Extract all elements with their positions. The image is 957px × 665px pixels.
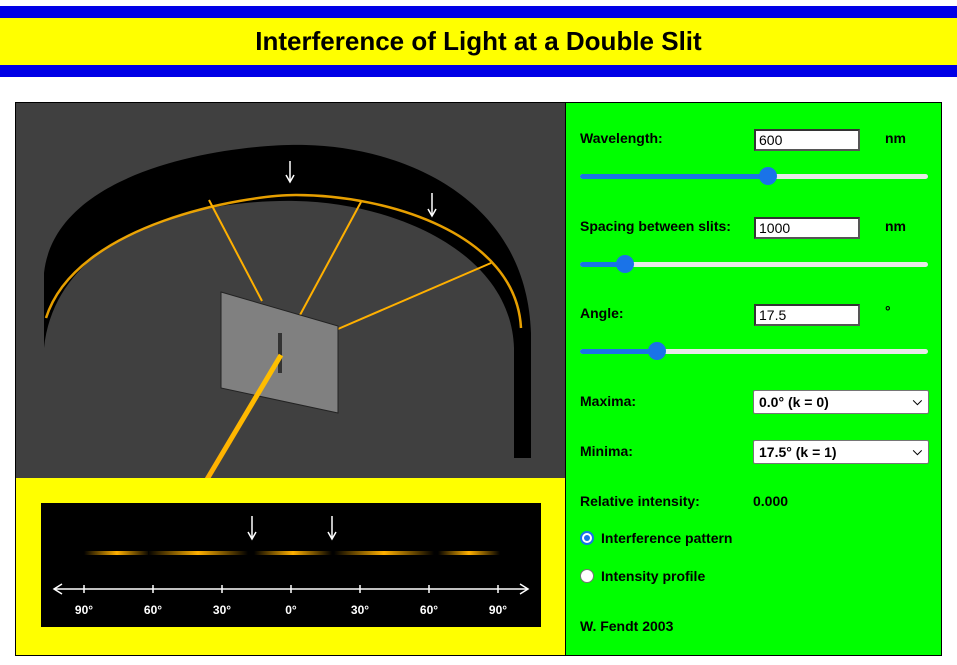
maxima-selected: 0.0° (k = 0) <box>759 394 829 410</box>
spacing-unit: nm <box>885 218 906 234</box>
radio-intensity-profile[interactable] <box>580 569 594 583</box>
marker-arrows-screen <box>285 161 437 218</box>
spacing-label: Spacing between slits: <box>580 218 731 234</box>
maxima-label: Maxima: <box>580 393 637 409</box>
chevron-down-icon: ⌵ <box>912 444 922 458</box>
intensity-label: Relative intensity: <box>580 493 700 509</box>
angle-unit: ° <box>885 303 891 319</box>
page-title: Interference of Light at a Double Slit <box>255 26 702 56</box>
radio-interference-pattern[interactable] <box>580 531 594 545</box>
scale-tick-label: 60° <box>144 603 162 617</box>
intensity-value: 0.000 <box>753 493 789 509</box>
author-credit: W. Fendt 2003 <box>580 618 674 634</box>
scale-tick-label: 90° <box>75 603 93 617</box>
wavelength-input[interactable] <box>754 129 860 151</box>
wavelength-label: Wavelength: <box>580 130 663 146</box>
incident-beam <box>203 353 284 483</box>
simulation-canvas: 90° 60° 30° 0° 30° 60° 90° <box>15 102 566 656</box>
interference-fringes <box>84 551 500 555</box>
title-bar-top <box>0 6 957 18</box>
light-rays <box>208 199 492 330</box>
angle-input[interactable] <box>754 304 860 326</box>
observation-screen <box>44 144 531 458</box>
slider-thumb[interactable] <box>647 342 666 360</box>
angle-slider[interactable] <box>580 341 928 361</box>
angle-label: Angle: <box>580 305 624 321</box>
angle-scale <box>52 583 530 595</box>
minima-selected: 17.5° (k = 1) <box>759 444 837 460</box>
wavelength-unit: nm <box>885 130 906 146</box>
minima-label: Minima: <box>580 443 633 459</box>
slider-thumb[interactable] <box>758 167 777 185</box>
maxima-select[interactable]: 0.0° (k = 0) ⌵ <box>753 390 929 414</box>
title-bar-bottom <box>0 65 957 77</box>
radio-label: Intensity profile <box>601 568 706 584</box>
marker-arrows-pattern <box>247 516 337 541</box>
double-slit <box>278 333 282 373</box>
pattern-display <box>41 503 541 627</box>
title-band: Interference of Light at a Double Slit <box>0 18 957 65</box>
control-panel: Wavelength: nm Spacing between slits: nm… <box>566 102 942 656</box>
spacing-slider[interactable] <box>580 254 928 274</box>
slider-thumb[interactable] <box>616 255 635 273</box>
light-band <box>44 193 523 329</box>
spacing-input[interactable] <box>754 217 860 239</box>
chevron-down-icon: ⌵ <box>912 394 922 408</box>
scale-tick-label: 30° <box>351 603 369 617</box>
minima-select[interactable]: 17.5° (k = 1) ⌵ <box>753 440 929 464</box>
scale-tick-label: 30° <box>213 603 231 617</box>
radio-label: Interference pattern <box>601 530 733 546</box>
wavelength-slider[interactable] <box>580 166 928 186</box>
scale-tick-label: 0° <box>285 603 297 617</box>
scale-tick-label: 60° <box>420 603 438 617</box>
scale-tick-label: 90° <box>489 603 507 617</box>
